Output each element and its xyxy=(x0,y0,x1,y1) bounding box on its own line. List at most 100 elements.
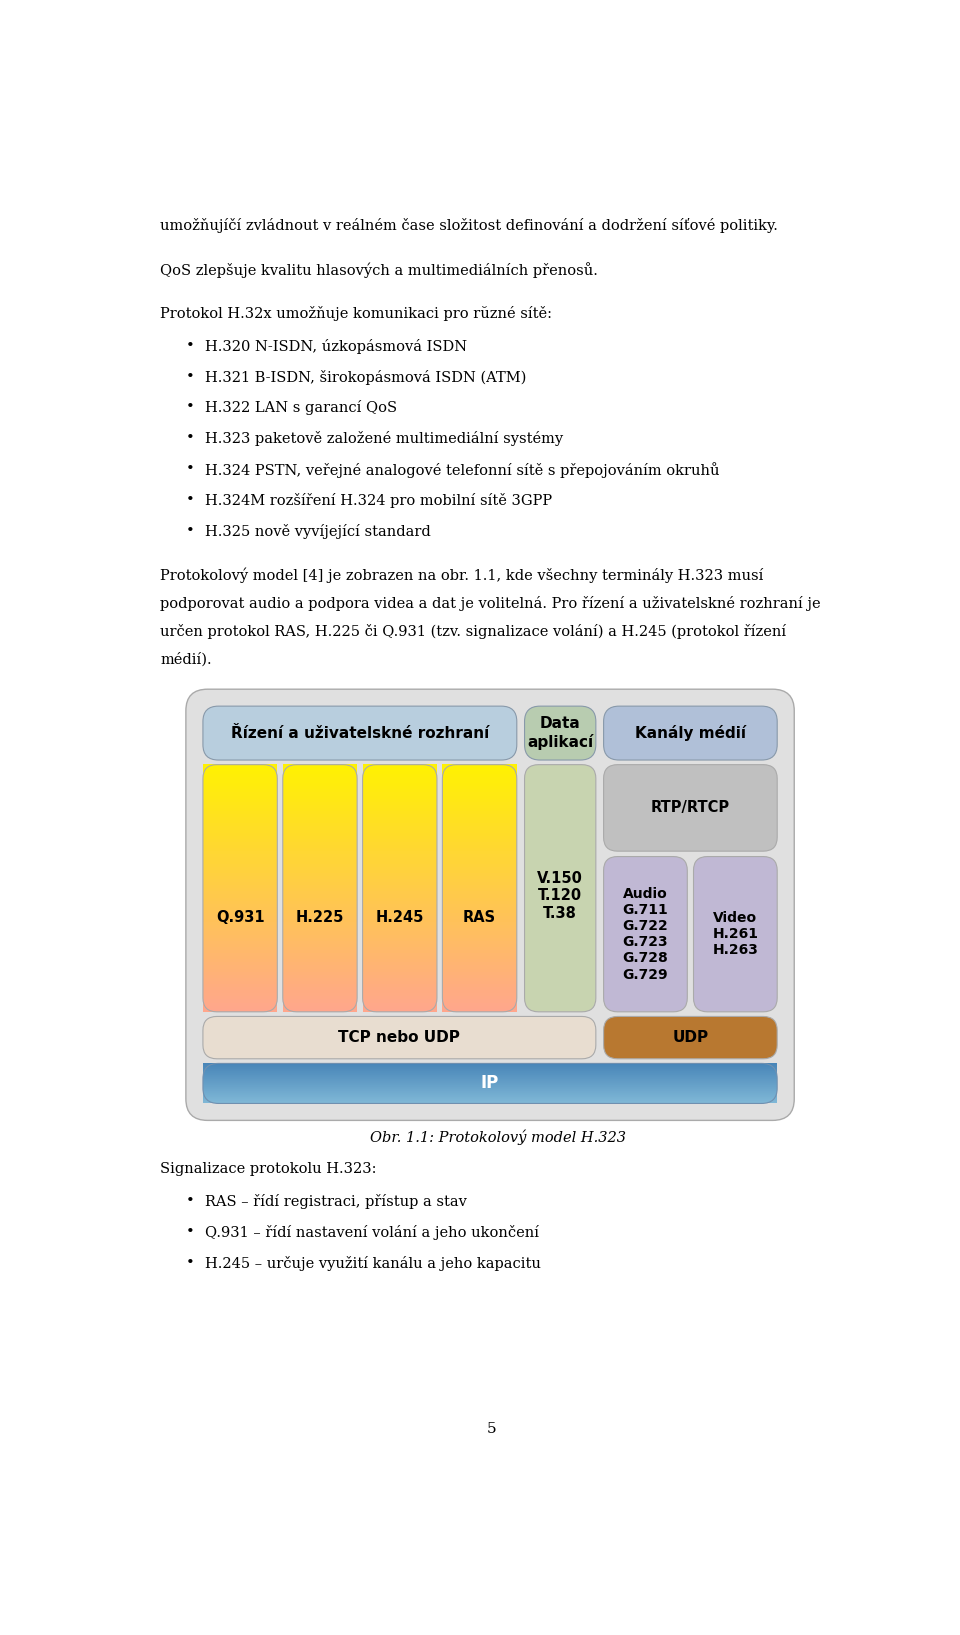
Bar xyxy=(203,881,277,885)
Bar xyxy=(363,912,437,916)
Bar xyxy=(283,770,357,773)
Bar xyxy=(203,835,277,839)
Bar xyxy=(203,767,277,770)
Bar xyxy=(363,909,437,912)
Bar xyxy=(363,919,437,922)
Bar xyxy=(363,777,437,780)
Bar xyxy=(203,971,277,974)
Bar xyxy=(203,919,277,922)
Text: •: • xyxy=(186,523,195,538)
Bar xyxy=(283,875,357,880)
Bar xyxy=(203,984,277,988)
Bar xyxy=(363,814,437,818)
Bar xyxy=(203,937,277,940)
FancyBboxPatch shape xyxy=(693,857,778,1012)
Bar xyxy=(203,818,277,821)
Bar xyxy=(283,853,357,857)
Bar xyxy=(283,845,357,849)
Bar xyxy=(203,780,277,783)
FancyBboxPatch shape xyxy=(604,1017,778,1059)
Bar xyxy=(283,984,357,988)
Bar xyxy=(443,1009,516,1012)
FancyBboxPatch shape xyxy=(524,765,596,1012)
Bar xyxy=(443,1006,516,1009)
Bar xyxy=(443,958,516,963)
Bar xyxy=(203,974,277,978)
Bar xyxy=(363,934,437,937)
Bar xyxy=(443,978,516,981)
Bar xyxy=(363,999,437,1002)
Bar xyxy=(443,798,516,801)
Text: H.322 LAN s garancí QoS: H.322 LAN s garancí QoS xyxy=(205,401,397,415)
Bar xyxy=(363,853,437,857)
Bar xyxy=(203,860,277,863)
Bar xyxy=(283,916,357,919)
Bar xyxy=(363,842,437,845)
Bar xyxy=(363,873,437,876)
Text: •: • xyxy=(186,1225,195,1239)
Bar xyxy=(363,1002,437,1006)
Bar xyxy=(283,958,357,963)
Bar xyxy=(283,989,357,994)
Bar xyxy=(363,773,437,777)
Text: H.225: H.225 xyxy=(296,911,344,925)
Bar xyxy=(203,922,277,925)
Bar xyxy=(443,919,516,922)
Text: UDP: UDP xyxy=(672,1030,708,1045)
Bar xyxy=(283,901,357,904)
Bar xyxy=(283,764,357,768)
Bar xyxy=(283,808,357,811)
Bar xyxy=(363,965,437,968)
Bar xyxy=(203,950,277,953)
Bar xyxy=(363,958,437,963)
Bar xyxy=(203,916,277,919)
Bar xyxy=(283,953,357,956)
Bar xyxy=(363,835,437,839)
Bar xyxy=(443,901,516,904)
Bar xyxy=(443,996,516,999)
Bar xyxy=(283,1002,357,1006)
Bar xyxy=(443,773,516,777)
Bar xyxy=(283,922,357,925)
Bar xyxy=(363,819,437,824)
Bar xyxy=(363,878,437,881)
Bar xyxy=(203,798,277,801)
Bar xyxy=(283,1006,357,1009)
Text: •: • xyxy=(186,370,195,384)
Bar xyxy=(363,832,437,835)
Bar xyxy=(283,790,357,793)
Bar xyxy=(283,767,357,770)
Bar xyxy=(283,996,357,999)
Bar xyxy=(283,947,357,950)
Bar xyxy=(203,943,277,947)
Bar xyxy=(363,786,437,790)
Bar xyxy=(203,873,277,876)
Bar xyxy=(283,909,357,912)
FancyBboxPatch shape xyxy=(604,857,687,1012)
Text: podporovat audio a podpora videa a dat je volitelná. Pro řízení a uživatelskné r: podporovat audio a podpora videa a dat j… xyxy=(160,595,821,611)
Bar xyxy=(203,829,277,832)
Bar xyxy=(203,958,277,963)
Bar xyxy=(203,903,277,907)
Bar xyxy=(363,992,437,996)
Bar xyxy=(203,986,277,991)
Bar xyxy=(363,916,437,919)
Bar xyxy=(363,881,437,885)
Bar xyxy=(443,767,516,770)
Bar xyxy=(363,986,437,991)
Bar xyxy=(203,870,277,873)
Bar xyxy=(283,903,357,907)
Text: RTP/RTCP: RTP/RTCP xyxy=(651,801,730,816)
Bar xyxy=(363,888,437,891)
Bar xyxy=(363,847,437,852)
Bar xyxy=(203,898,277,901)
Bar xyxy=(443,811,516,814)
Bar xyxy=(363,953,437,956)
Bar xyxy=(363,790,437,793)
Bar xyxy=(203,875,277,880)
Bar xyxy=(283,818,357,821)
Bar xyxy=(443,940,516,943)
Bar xyxy=(443,826,516,829)
Bar xyxy=(283,934,357,937)
Bar xyxy=(363,943,437,947)
